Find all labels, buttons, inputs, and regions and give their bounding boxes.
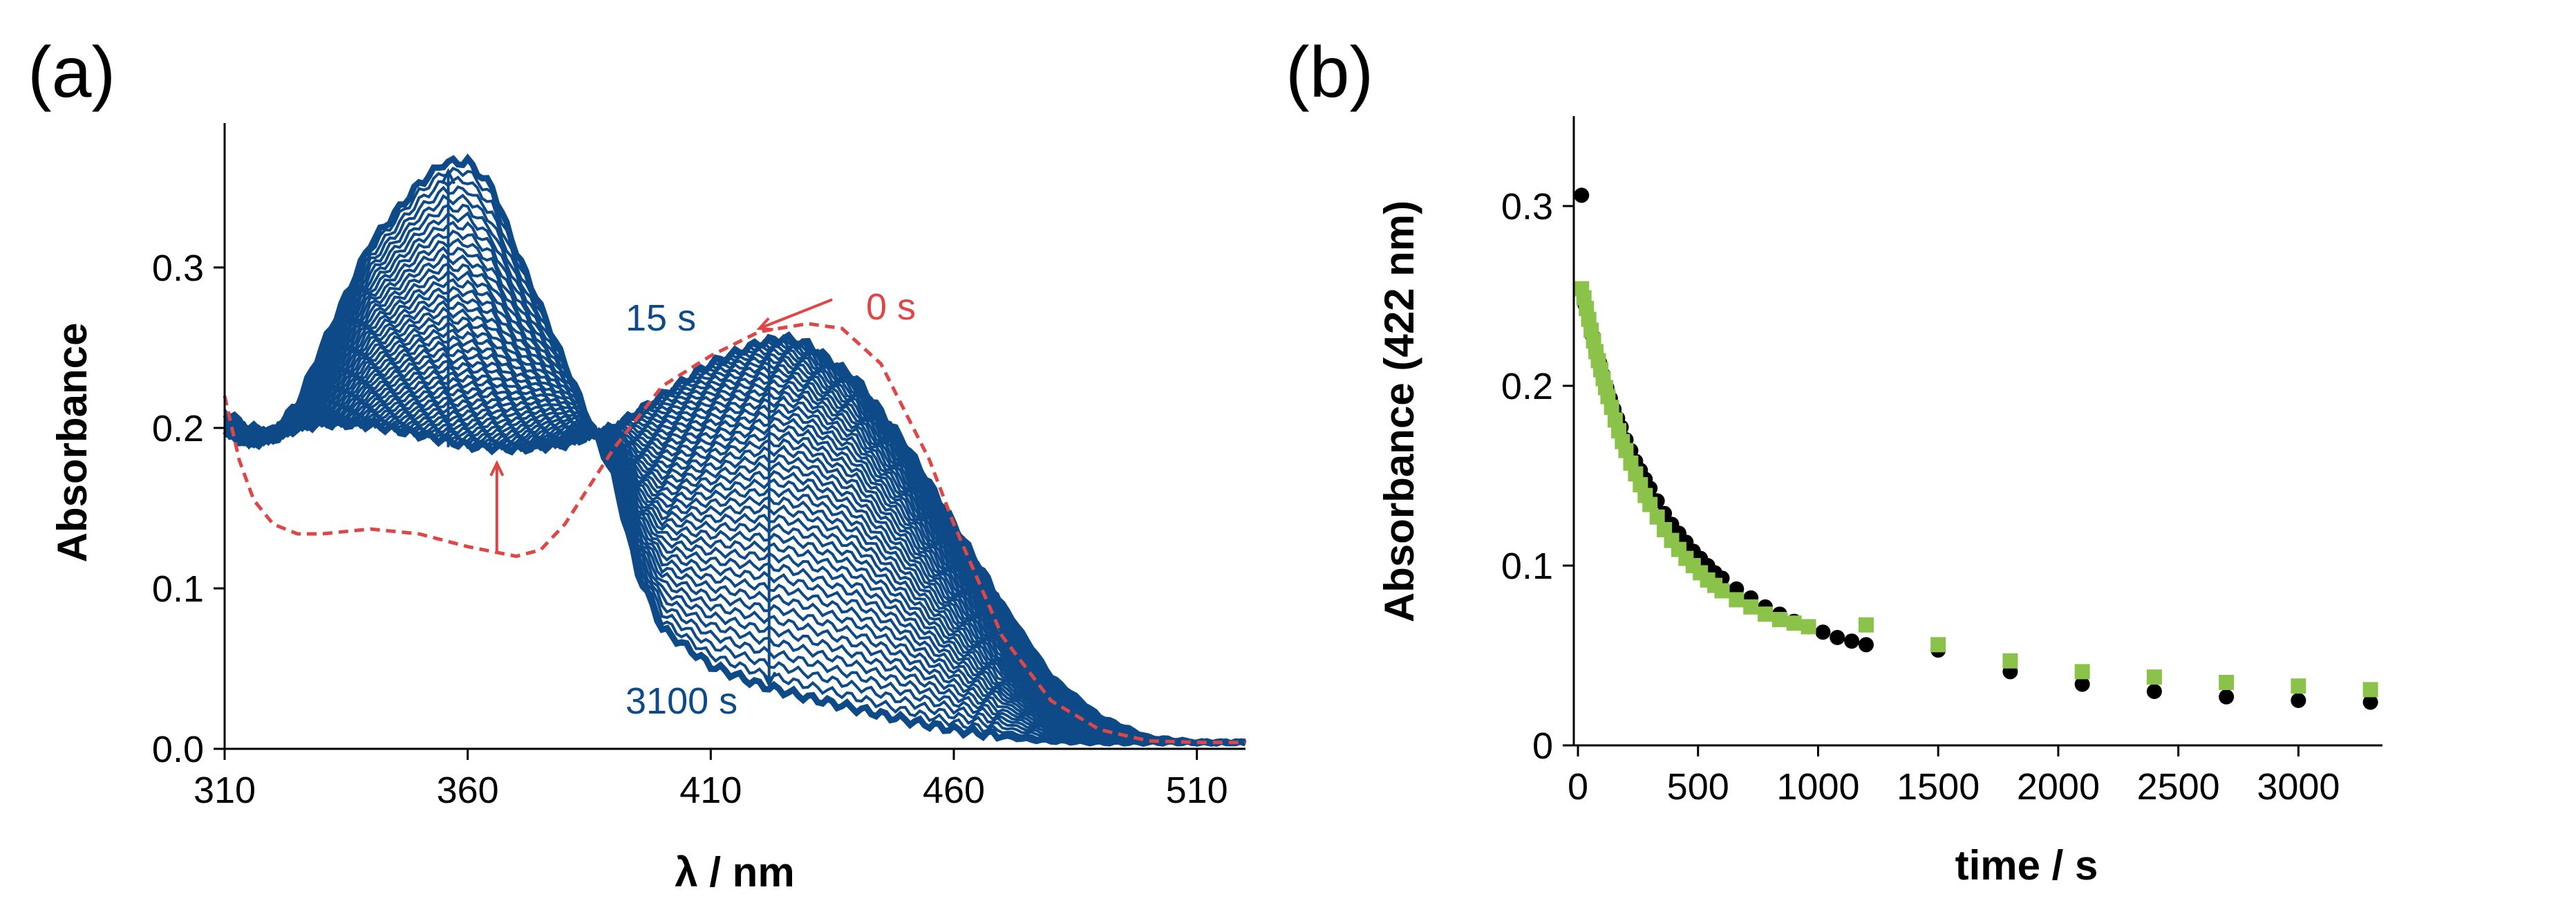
- data-point-experimental: [1574, 187, 1590, 203]
- data-point-fit: [1801, 619, 1816, 635]
- panel-a-label: (a): [28, 32, 115, 113]
- red-arrow-0s: [756, 298, 833, 331]
- x-tick-label: 410: [679, 770, 742, 811]
- data-point-fit: [1771, 612, 1787, 627]
- data-point-fit: [1786, 615, 1802, 631]
- data-point-experimental: [2362, 694, 2378, 710]
- spectrum-line: [224, 253, 1246, 745]
- data-point-experimental: [2074, 676, 2090, 692]
- x-tick-label: 1500: [1897, 766, 1980, 808]
- data-point-fit: [1714, 583, 1730, 599]
- initial-spectrum-line: [223, 322, 1245, 745]
- data-point-fit: [1858, 617, 1874, 633]
- panel-a-spectra: [223, 154, 1247, 747]
- y-tick-label: 0.1: [152, 568, 204, 610]
- data-point-fit: [2219, 675, 2235, 690]
- y-tick-label: 0.3: [152, 248, 204, 289]
- data-point-experimental: [1844, 633, 1860, 649]
- red-arrow-365: [489, 460, 505, 552]
- data-point-experimental: [1858, 637, 1874, 653]
- decay-arrow-422: [762, 347, 777, 688]
- y-tick-label: 0.3: [1501, 186, 1553, 227]
- spectrum-line: [223, 245, 1246, 745]
- data-point-experimental: [1830, 630, 1845, 645]
- data-point-experimental: [2291, 693, 2306, 708]
- panel-b-label: (b): [1286, 32, 1373, 113]
- data-point-fit: [1642, 496, 1658, 512]
- panel-a-axes: [223, 123, 1245, 750]
- spectrum-line: [223, 175, 1246, 745]
- data-point-fit: [1649, 509, 1665, 525]
- panel-a-x-axis-title: λ / nm: [675, 849, 794, 895]
- label-3100s: 3100 s: [626, 680, 737, 722]
- data-point-experimental: [2146, 684, 2162, 699]
- x-tick-label: 360: [437, 770, 499, 811]
- panel-a: (a) 310 360 410 460 510 0.0 0.1 0.2 0.3 λ / nm A…: [28, 32, 1247, 895]
- y-tick-label: 0.2: [152, 408, 204, 449]
- label-15s: 15 s: [626, 297, 696, 339]
- x-tick-label: 0: [1568, 766, 1588, 808]
- spectrum-line: [223, 203, 1246, 745]
- spectrum-line: [223, 154, 1246, 747]
- x-tick-label: 500: [1667, 766, 1729, 808]
- panel-b: (b) 0 500 1000 1500 2000 2500 3000 0 0.1 0.2 0.3 t…: [1286, 32, 2382, 889]
- spectrum-line: [223, 262, 1246, 745]
- data-point-fit: [1729, 592, 1745, 608]
- x-tick-label: 310: [194, 770, 256, 811]
- data-point-fit: [2074, 664, 2090, 680]
- panel-a-y-axis-title: Absorbance: [49, 323, 95, 563]
- data-point-fit: [1604, 400, 1619, 416]
- data-point-fit: [2002, 653, 2018, 669]
- spectrum-line: [223, 299, 1246, 745]
- spectrum-line: [223, 185, 1246, 745]
- data-point-fit: [2362, 682, 2378, 698]
- label-0s: 0 s: [866, 286, 916, 328]
- growth-arrow-358: [441, 168, 456, 447]
- data-point-fit: [2146, 669, 2162, 685]
- data-point-fit: [1618, 443, 1634, 458]
- data-point-fit: [1743, 599, 1759, 615]
- x-tick-label: 3000: [2257, 766, 2340, 808]
- x-tick-label: 1000: [1776, 766, 1859, 808]
- data-point-fit: [1930, 637, 1946, 653]
- data-point-fit: [2291, 678, 2306, 694]
- spectrum-line: [224, 194, 1246, 745]
- panel-b-y-axis-title: Absorbance (422 nm): [1376, 201, 1422, 622]
- y-tick-label: 0: [1532, 725, 1553, 767]
- x-tick-label: 460: [923, 770, 985, 811]
- x-tick-label: 2500: [2137, 766, 2220, 808]
- x-tick-label: 510: [1166, 770, 1228, 811]
- y-tick-label: 0.1: [1501, 546, 1553, 587]
- y-tick-label: 0.2: [1501, 366, 1553, 407]
- data-point-fit: [1758, 606, 1774, 622]
- panel-b-axes: [1572, 116, 2382, 747]
- y-tick-label: 0.0: [152, 729, 204, 770]
- panel-b-points: [1574, 187, 2378, 710]
- spectrum-line: [224, 352, 1246, 745]
- panel-b-ticks: 0 500 1000 1500 2000 2500 3000 0 0.1 0.2 0.3: [1501, 186, 2340, 808]
- panel-b-x-axis-title: time / s: [1955, 842, 2098, 889]
- panel-a-ticks: 310 360 410 460 510 0.0 0.1 0.2 0.3: [152, 248, 1228, 811]
- x-tick-label: 2000: [2017, 766, 2100, 808]
- panel-a-arrows: [441, 168, 833, 688]
- data-point-experimental: [2219, 689, 2235, 705]
- data-point-experimental: [1815, 624, 1831, 640]
